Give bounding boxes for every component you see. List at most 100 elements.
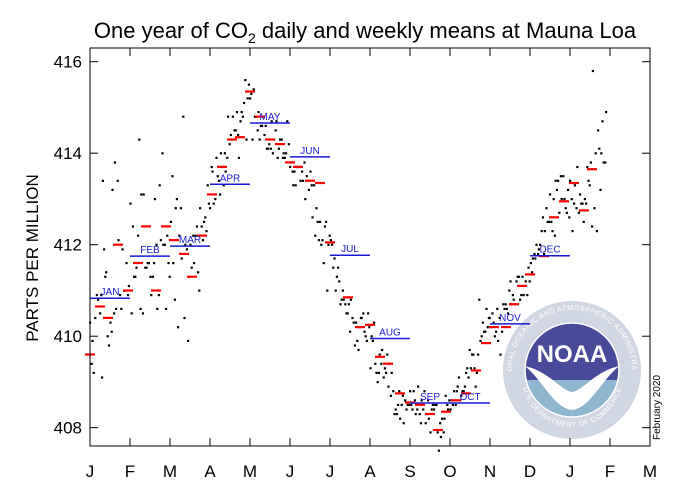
daily-point [201, 239, 204, 242]
daily-point [182, 115, 185, 118]
daily-point [127, 294, 130, 297]
daily-point [337, 266, 340, 269]
daily-point [367, 312, 370, 315]
daily-point [134, 275, 137, 278]
daily-point [357, 348, 360, 352]
x-tick-label: O [443, 462, 456, 481]
daily-point [224, 170, 227, 173]
y-tick-label: 410 [54, 327, 82, 346]
daily-point [275, 120, 278, 123]
daily-point [111, 188, 114, 191]
daily-point [516, 275, 519, 278]
daily-point [565, 211, 568, 214]
daily-point [605, 111, 608, 114]
x-tick-label: S [404, 462, 415, 481]
daily-point [117, 239, 120, 242]
daily-point [253, 115, 256, 118]
daily-point [527, 266, 530, 269]
daily-point [113, 312, 116, 315]
daily-point [528, 280, 531, 283]
daily-point [469, 367, 472, 370]
daily-point [375, 371, 378, 374]
daily-point [331, 243, 334, 246]
daily-point [304, 198, 307, 201]
daily-point [405, 408, 408, 411]
daily-point [189, 243, 192, 246]
daily-point [497, 339, 500, 342]
daily-point [479, 339, 482, 342]
daily-point [215, 156, 218, 159]
daily-point [179, 207, 182, 210]
daily-point [378, 353, 381, 356]
daily-point [423, 390, 426, 393]
y-tick-label: 408 [54, 419, 82, 438]
daily-point [454, 403, 457, 406]
x-tick-label: A [204, 462, 216, 481]
monthly-mean-label: JUL [341, 244, 359, 255]
daily-point [600, 152, 603, 155]
daily-point [259, 124, 262, 127]
daily-point [554, 179, 557, 182]
daily-point [471, 353, 474, 356]
daily-point [338, 280, 341, 283]
daily-point [360, 316, 363, 320]
daily-point [247, 83, 250, 86]
y-tick-label: 414 [54, 144, 82, 163]
daily-point [355, 321, 358, 324]
daily-point [395, 413, 398, 416]
daily-point [235, 111, 238, 114]
daily-point [328, 234, 331, 237]
daily-point [206, 184, 209, 187]
monthly-mean-label: DEC [539, 245, 560, 256]
daily-point [239, 120, 242, 123]
daily-point [246, 97, 249, 100]
daily-point [385, 371, 388, 374]
daily-point [347, 303, 350, 306]
daily-point [90, 362, 93, 365]
daily-point [439, 422, 442, 425]
daily-point [362, 312, 365, 315]
x-tick-label: A [364, 462, 376, 481]
daily-point [100, 294, 103, 297]
x-tick-label: J [286, 462, 295, 481]
daily-point [356, 339, 359, 342]
daily-point [151, 275, 154, 278]
daily-point [172, 262, 175, 265]
x-tick-label: M [643, 462, 657, 481]
daily-point [190, 266, 193, 269]
daily-point [231, 115, 234, 118]
daily-point [581, 202, 584, 205]
daily-point [341, 289, 344, 292]
daily-point [537, 252, 540, 256]
daily-point [534, 257, 537, 260]
daily-point [149, 275, 152, 278]
daily-point [130, 312, 133, 315]
daily-point [389, 394, 392, 397]
daily-point [502, 303, 505, 306]
daily-point [263, 133, 266, 137]
daily-point [133, 275, 136, 278]
daily-point [598, 147, 601, 150]
daily-point [601, 120, 604, 123]
daily-point [135, 266, 138, 269]
daily-point [207, 202, 210, 205]
daily-point [480, 335, 483, 338]
daily-point [150, 294, 153, 297]
daily-point [414, 413, 417, 416]
daily-point [503, 307, 506, 310]
x-tick-label: J [86, 462, 95, 481]
daily-point [531, 257, 534, 260]
daily-point [540, 230, 543, 233]
daily-point [227, 115, 230, 118]
daily-point [346, 312, 349, 315]
daily-point [519, 298, 522, 301]
daily-point [477, 353, 480, 356]
daily-point [397, 403, 400, 406]
daily-point [588, 184, 591, 187]
daily-point [461, 390, 464, 393]
daily-point [165, 307, 168, 310]
daily-point [279, 138, 282, 141]
daily-point [280, 138, 283, 141]
daily-point [281, 156, 284, 159]
